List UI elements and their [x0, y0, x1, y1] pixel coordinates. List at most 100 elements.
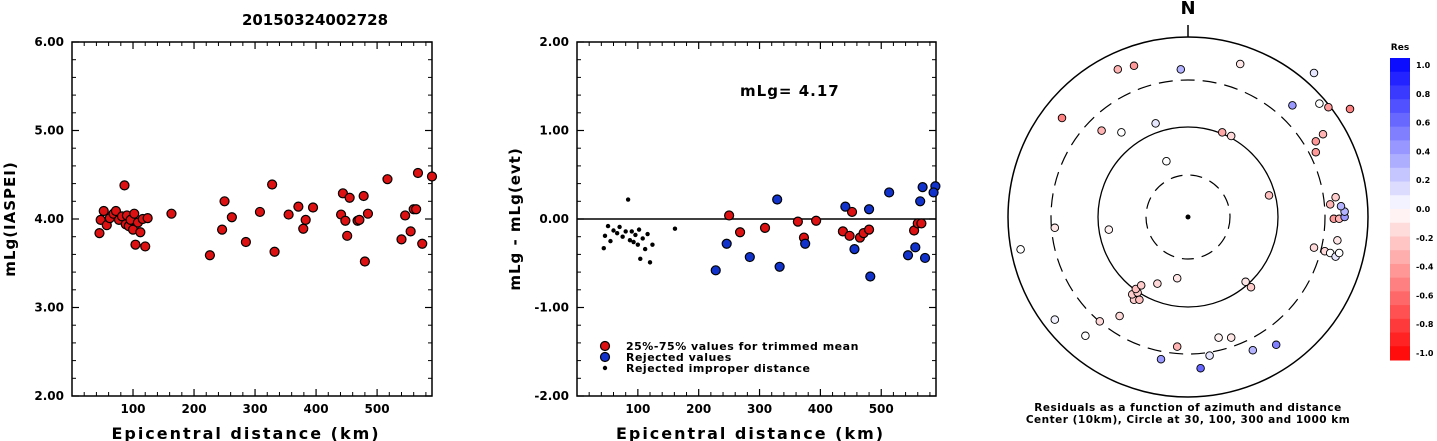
- legend-label: Rejected improper distance: [626, 362, 810, 375]
- rejected-distance-point: [617, 224, 622, 230]
- station-residual-point: [1057, 113, 1067, 123]
- station-residual-point: [1136, 281, 1146, 290]
- data-point: [400, 210, 411, 221]
- rejected-distance-point: [633, 232, 638, 238]
- rejected-point: [710, 265, 721, 276]
- trimmed-mean-point: [759, 222, 771, 233]
- colorbar-segment: [1390, 291, 1410, 306]
- data-point: [204, 250, 215, 261]
- colorbar-segment: [1390, 346, 1410, 361]
- rejected-distance-point: [625, 197, 631, 202]
- colorbar-tick-label: -0.6: [1416, 291, 1434, 300]
- rejected-distance-point: [640, 236, 645, 241]
- left-xtick-label: 100: [120, 402, 145, 416]
- data-point: [411, 204, 422, 215]
- trimmed-mean-point: [846, 206, 858, 218]
- left-ytick-label: 4.00: [34, 212, 64, 226]
- rejected-point: [840, 201, 851, 212]
- data-point: [217, 224, 228, 235]
- middle-x-axis-label: Epicentral distance (km): [616, 424, 885, 441]
- data-point: [396, 234, 407, 245]
- polar-caption-line1: Residuals as a function of azimuth and d…: [1034, 402, 1341, 414]
- legend-label: 25%-75% values for trimmed mean: [626, 340, 859, 353]
- station-residual-point: [1135, 295, 1144, 305]
- colorbar-segment: [1390, 318, 1410, 334]
- data-point: [240, 236, 251, 248]
- data-point: [382, 174, 393, 185]
- left-panel: 100 200 300 400 500 2.00 3.00 4.00 5.00 6.00 Epice…: [1, 35, 438, 441]
- rejected-distance-point: [614, 230, 620, 236]
- center-point: [1185, 214, 1191, 220]
- data-point: [129, 208, 140, 219]
- station-residual-point: [1324, 102, 1333, 112]
- colorbar-segment: [1390, 85, 1410, 100]
- station-residual-point: [1172, 273, 1182, 283]
- middle-xtick-label: 100: [625, 402, 650, 416]
- trimmed-mean-point: [863, 224, 875, 235]
- rejected-point: [902, 250, 914, 261]
- colorbar-segment: [1390, 154, 1410, 169]
- middle-ytick-label: -1.00: [534, 301, 569, 315]
- colorbar-tick-label: 0.8: [1416, 90, 1431, 99]
- station-residual-point: [1325, 200, 1335, 209]
- station-residual-point: [1205, 351, 1214, 360]
- middle-xtick-label: 300: [747, 402, 772, 416]
- colorbar-segment: [1390, 222, 1410, 237]
- station-residual-point: [1081, 331, 1090, 341]
- data-point: [362, 208, 374, 219]
- rejected-point: [772, 194, 783, 205]
- data-point: [166, 208, 177, 219]
- colorbar-tick-label: 1.0: [1416, 61, 1431, 70]
- rejected-distance-point: [647, 260, 653, 265]
- data-point: [140, 241, 151, 252]
- station-residual-point: [1331, 192, 1340, 202]
- data-point: [359, 256, 370, 267]
- middle-panel: 100 200 300 400 500 -2.00 -1.00 0.00 1.00 2.00 Epi…: [506, 35, 941, 441]
- data-point: [142, 213, 153, 224]
- station-residual-point: [1095, 317, 1105, 326]
- data-point: [354, 214, 365, 225]
- trimmed-mean-point: [811, 215, 822, 226]
- data-point: [342, 230, 353, 241]
- data-point: [405, 226, 416, 237]
- middle-xtick-label: 200: [686, 402, 711, 416]
- rejected-distance-point: [636, 227, 642, 232]
- colorbar-segment: [1390, 167, 1410, 183]
- colorbar-tick-label: -0.2: [1416, 234, 1434, 243]
- legend-marker: [599, 351, 611, 363]
- rejected-distance-point: [650, 242, 655, 247]
- station-residual-point: [1176, 65, 1186, 74]
- colorbar-segment: [1390, 112, 1410, 128]
- rejected-point: [928, 187, 939, 198]
- station-residual-point: [1050, 223, 1060, 233]
- station-residual-point: [1117, 128, 1126, 137]
- legend-label: Rejected values: [626, 351, 732, 364]
- station-residual-point: [1115, 311, 1124, 321]
- data-point: [283, 209, 294, 220]
- colorbar-segment: [1390, 209, 1410, 224]
- left-ytick-label: 3.00: [34, 301, 64, 315]
- colorbar-tick-label: 0.0: [1416, 205, 1431, 214]
- data-point: [98, 205, 109, 217]
- colorbar-segment: [1390, 71, 1410, 86]
- station-residual-point: [1309, 243, 1319, 252]
- colorbar-segment: [1390, 250, 1410, 265]
- station-residual-point: [1113, 65, 1123, 74]
- rejected-distance-point: [602, 233, 608, 239]
- station-residual-point: [1311, 137, 1321, 146]
- rejected-point: [800, 238, 811, 249]
- rejected-point: [774, 261, 785, 272]
- circle-30km: [1145, 174, 1231, 260]
- colorbar-segment: [1390, 99, 1410, 114]
- station-residual-point: [1264, 191, 1274, 200]
- data-point: [119, 180, 130, 191]
- rejected-point: [919, 252, 931, 264]
- colorbar-segment: [1390, 181, 1410, 196]
- station-residual-point: [1172, 342, 1182, 351]
- middle-ytick-label: 0.00: [539, 212, 569, 226]
- left-ytick-label: 2.00: [34, 389, 64, 403]
- rejected-distance-point: [608, 238, 613, 244]
- data-point: [426, 171, 438, 182]
- station-residual-point: [1016, 245, 1025, 254]
- rejected-distance-point: [672, 226, 678, 231]
